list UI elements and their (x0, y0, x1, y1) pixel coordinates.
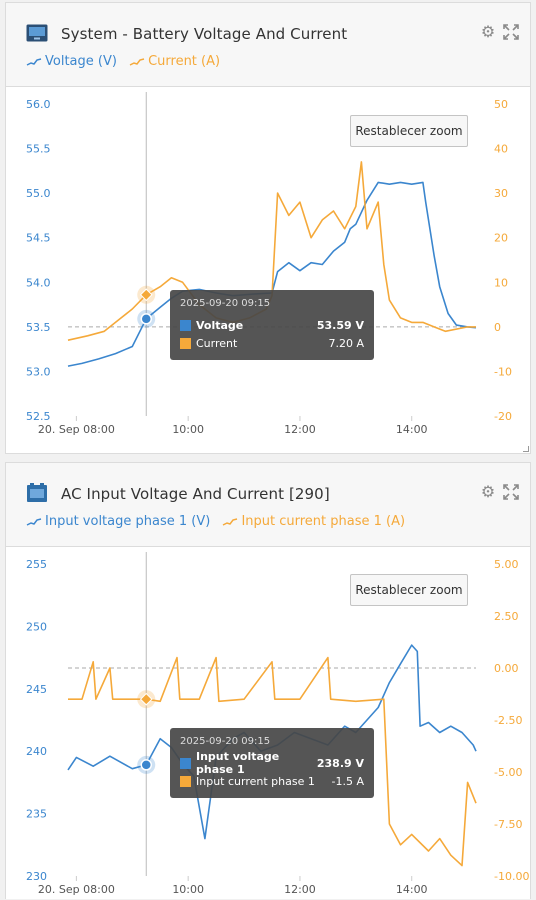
hover-marker (140, 759, 152, 771)
x-tick-label: 14:00 (396, 883, 428, 896)
x-tick-label: 20. Sep 08:00 (38, 423, 115, 436)
y-left-tick-label: 240 (26, 745, 47, 758)
y-right-tick-label: -20 (494, 410, 512, 423)
y-right-tick-label: 5.00 (494, 558, 519, 571)
legend-current-label: Input current phase 1 (A) (241, 514, 406, 529)
voltage-swatch (180, 319, 191, 331)
y-right-tick-label: 10 (494, 276, 508, 289)
x-tick-label: 12:00 (284, 423, 316, 436)
tooltip-row-current: Current 7.20 A (180, 334, 364, 352)
gear-icon[interactable]: ⚙ (480, 22, 496, 41)
y-left-tick-label: 55.0 (26, 187, 51, 200)
legend-current-label: Current (A) (148, 54, 221, 69)
legend-input-voltage[interactable]: Input voltage phase 1 (V) (26, 514, 210, 529)
y-right-tick-label: 2.50 (494, 610, 519, 623)
y-right-tick-label: 20 (494, 232, 508, 245)
x-tick-label: 10:00 (172, 423, 204, 436)
y-left-tick-label: 255 (26, 558, 47, 571)
panel-header: System - Battery Voltage And Current ⚙ V… (6, 3, 530, 87)
tooltip-row-voltage: Input voltage phase 1 238.9 V (180, 750, 364, 776)
x-tick-label: 12:00 (284, 883, 316, 896)
panel-title: AC Input Voltage And Current [290] (61, 485, 330, 503)
hover-marker (140, 313, 152, 325)
current-line-icon (223, 517, 238, 526)
chart-legend: Input voltage phase 1 (V) Input current … (26, 514, 413, 531)
y-right-tick-label: -10 (494, 365, 512, 378)
current-line-icon (129, 57, 145, 66)
y-right-tick-label: -10.00 (494, 870, 529, 883)
battery-chart-panel: System - Battery Voltage And Current ⚙ V… (5, 2, 531, 454)
voltage-line-icon (26, 517, 42, 526)
tooltip-label: Voltage (196, 318, 244, 332)
battery-monitor-icon (26, 24, 48, 42)
inverter-icon (27, 483, 47, 502)
y-right-tick-label: 0.00 (494, 662, 519, 675)
y-left-tick-label: 52.5 (26, 410, 51, 423)
y-right-tick-label: -7.50 (494, 818, 522, 831)
series-line-current (67, 161, 476, 341)
expand-icon[interactable] (502, 23, 520, 41)
panel-title: System - Battery Voltage And Current (61, 25, 348, 43)
y-left-tick-label: 235 (26, 808, 47, 821)
gear-icon[interactable]: ⚙ (480, 482, 496, 501)
y-left-tick-label: 53.0 (26, 365, 51, 378)
tooltip-label: Input current phase 1 (196, 774, 315, 788)
resize-handle[interactable] (523, 446, 529, 452)
hover-marker (139, 288, 153, 302)
expand-icon[interactable] (502, 483, 520, 501)
voltage-line-icon (26, 57, 42, 66)
y-right-tick-label: 0 (494, 321, 501, 334)
tooltip-row-voltage: Voltage 53.59 V (180, 316, 364, 334)
current-swatch (180, 775, 191, 787)
legend-current[interactable]: Current (A) (129, 54, 220, 69)
current-swatch (180, 337, 191, 349)
chart-tooltip: 2025-09-20 09:15 Input voltage phase 1 2… (170, 728, 374, 798)
tooltip-date: 2025-09-20 09:15 (180, 736, 271, 747)
y-left-tick-label: 53.5 (26, 321, 51, 334)
x-tick-label: 10:00 (172, 883, 204, 896)
tooltip-value: 53.59 V (316, 318, 364, 332)
chart-legend: Voltage (V) Current (A) (26, 54, 228, 71)
y-left-tick-label: 54.5 (26, 232, 51, 245)
legend-voltage-label: Input voltage phase 1 (V) (45, 514, 211, 529)
y-right-tick-label: 40 (494, 143, 508, 156)
y-left-tick-label: 54.0 (26, 276, 51, 289)
panel-header: AC Input Voltage And Current [290] ⚙ Inp… (6, 463, 530, 547)
y-left-tick-label: 245 (26, 683, 47, 696)
legend-voltage-label: Voltage (V) (45, 54, 117, 69)
y-left-tick-label: 230 (26, 870, 47, 883)
voltage-swatch (180, 757, 191, 769)
tooltip-label: Current (196, 336, 238, 350)
tooltip-row-current: Input current phase 1 -1.5 A (180, 772, 364, 790)
y-right-tick-label: 50 (494, 98, 508, 111)
hover-marker (139, 692, 153, 706)
ac-input-chart-panel: AC Input Voltage And Current [290] ⚙ Inp… (5, 462, 531, 899)
x-tick-label: 20. Sep 08:00 (38, 883, 115, 896)
tooltip-value: -1.5 A (331, 774, 364, 788)
y-right-tick-label: 30 (494, 187, 508, 200)
ac-input-voltage-current-chart[interactable]: 230 235 240 245 250 255 -10.00 -7.50 -5.00 -2.50 0… (6, 548, 530, 900)
tooltip-value: 7.20 A (328, 336, 364, 350)
x-tick-label: 14:00 (396, 423, 428, 436)
legend-input-current[interactable]: Input current phase 1 (A) (222, 514, 405, 529)
series-line-voltage (67, 181, 477, 367)
y-left-tick-label: 250 (26, 620, 47, 633)
y-right-tick-label: -5.00 (494, 766, 522, 779)
chart-tooltip: 2025-09-20 09:15 Voltage 53.59 V Current… (170, 290, 374, 360)
y-left-tick-label: 56.0 (26, 98, 51, 111)
tooltip-value: 238.9 V (316, 756, 364, 770)
reset-zoom-button[interactable]: Restablecer zoom (350, 574, 468, 606)
y-left-tick-label: 55.5 (26, 143, 51, 156)
tooltip-date: 2025-09-20 09:15 (180, 298, 271, 309)
reset-zoom-button[interactable]: Restablecer zoom (350, 115, 468, 147)
y-right-tick-label: -2.50 (494, 714, 522, 727)
series-line-current (68, 656, 477, 867)
tooltip-label: Input voltage phase 1 (196, 750, 280, 776)
legend-voltage[interactable]: Voltage (V) (26, 54, 117, 69)
